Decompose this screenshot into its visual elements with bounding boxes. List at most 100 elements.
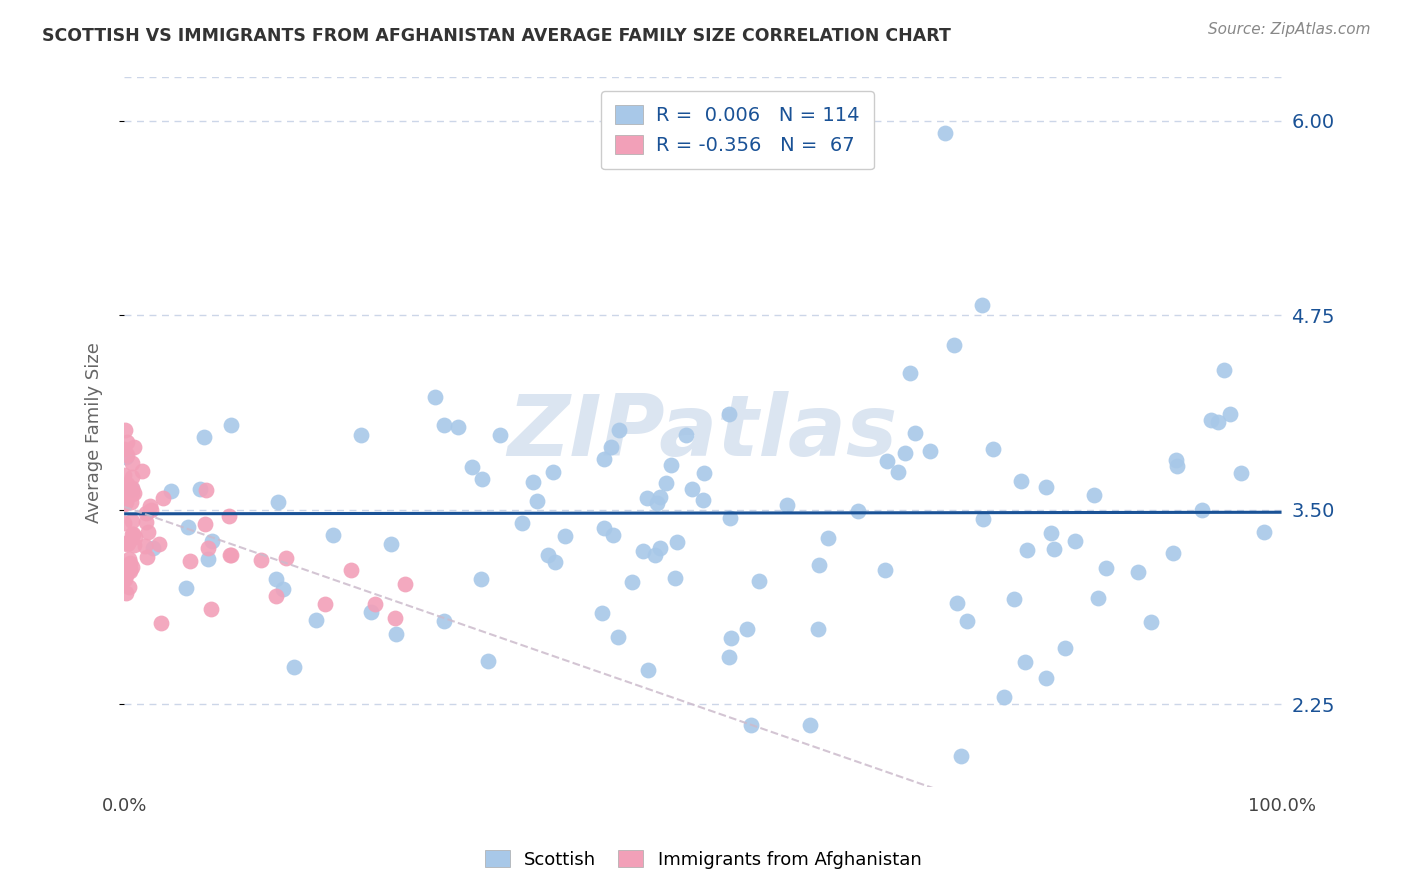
Point [201,533,224,548]
Point [693,466,716,480]
Point [115,435,138,450]
Point [118,562,141,576]
Point [1166,453,1188,467]
Point [1140,615,1163,630]
Point [720,631,742,645]
Point [1039,525,1062,540]
Point [135,507,157,521]
Point [112,493,135,508]
Point [675,428,697,442]
Y-axis label: Average Family Size: Average Family Size [86,342,103,523]
Point [873,562,896,576]
Point [115,495,138,509]
Point [903,425,925,440]
Point [945,596,967,610]
Point [606,630,628,644]
Point [121,526,143,541]
Point [956,614,979,628]
Point [118,580,141,594]
Point [197,541,219,556]
Point [364,597,387,611]
Point [1087,591,1109,606]
Point [665,534,688,549]
Point [190,482,212,496]
Point [340,563,363,577]
Point [1095,561,1118,575]
Point [1166,458,1188,473]
Point [433,418,456,433]
Point [593,451,616,466]
Point [644,548,666,562]
Point [1206,415,1229,429]
Point [264,572,287,586]
Point [544,555,567,569]
Point [121,560,143,574]
Point [360,606,382,620]
Point [648,490,671,504]
Point [197,552,219,566]
Point [718,511,741,525]
Point [645,496,668,510]
Point [112,468,135,483]
Point [120,483,142,497]
Point [149,616,172,631]
Point [139,500,162,514]
Point [160,483,183,498]
Point [740,717,762,731]
Point [350,427,373,442]
Point [1053,640,1076,655]
Point [1083,488,1105,502]
Point [267,495,290,509]
Point [918,443,941,458]
Point [650,541,672,556]
Point [193,430,215,444]
Point [314,598,336,612]
Point [943,338,966,352]
Point [887,466,910,480]
Point [934,127,956,141]
Point [636,491,658,505]
Point [591,606,613,620]
Text: SCOTTISH VS IMMIGRANTS FROM AFGHANISTAN AVERAGE FAMILY SIZE CORRELATION CHART: SCOTTISH VS IMMIGRANTS FROM AFGHANISTAN … [42,27,950,45]
Point [134,539,156,553]
Point [536,548,558,562]
Point [972,512,994,526]
Point [114,572,136,586]
Point [898,366,921,380]
Point [1015,543,1038,558]
Point [219,417,242,432]
Point [1191,503,1213,517]
Point [799,717,821,731]
Point [135,515,157,529]
Point [112,497,135,511]
Point [250,553,273,567]
Point [681,483,703,497]
Point [122,538,145,552]
Point [981,442,1004,456]
Point [115,448,138,462]
Point [120,556,142,570]
Point [283,660,305,674]
Point [593,521,616,535]
Point [1230,466,1253,480]
Point [748,574,770,588]
Point [117,535,139,549]
Point [1161,546,1184,560]
Point [177,520,200,534]
Point [115,489,138,503]
Point [970,297,993,311]
Text: ZIPatlas: ZIPatlas [508,391,898,474]
Point [148,537,170,551]
Point [477,654,499,668]
Point [122,527,145,541]
Point [446,420,468,434]
Point [433,614,456,628]
Point [385,627,408,641]
Point [264,590,287,604]
Point [124,530,146,544]
Point [461,460,484,475]
Point [876,453,898,467]
Text: Source: ZipAtlas.com: Source: ZipAtlas.com [1208,22,1371,37]
Point [522,475,544,490]
Point [142,541,165,555]
